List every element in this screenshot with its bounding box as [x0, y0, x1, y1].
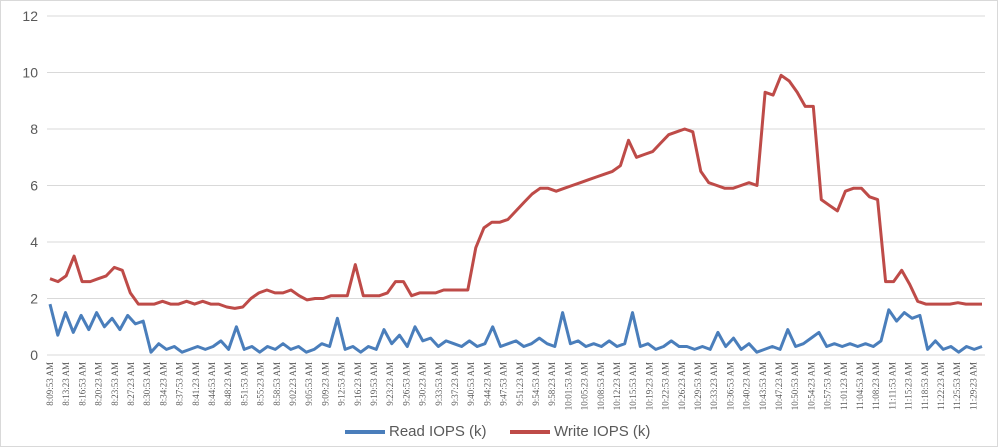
x-tick-label: 8:30:53 AM [142, 362, 152, 406]
x-tick-label: 11:22:23 AM [936, 362, 946, 410]
x-axis-ticks: 8:09:53 AM 8:13:23 AM 8:16:53 AM 8:20:23 AM… [45, 362, 978, 410]
y-tick-label: 0 [30, 347, 38, 363]
series-lines [48, 73, 983, 354]
legend-read-label: Read IOPS (k) [389, 423, 487, 440]
x-tick-label: 9:09:23 AM [320, 362, 330, 406]
legend-write-swatch [510, 429, 550, 434]
x-tick-label: 9:51:23 AM [515, 362, 525, 406]
x-tick-label: 11:04:53 AM [855, 362, 865, 410]
legend-write-label: Write IOPS (k) [554, 423, 651, 440]
x-tick-label: 9:05:53 AM [304, 362, 314, 406]
x-tick-label: 8:16:53 AM [77, 362, 87, 406]
x-tick-label: 10:12:23 AM [612, 362, 622, 410]
x-tick-label: 9:37:23 AM [450, 362, 460, 406]
x-tick-label: 11:11:53 AM [887, 362, 897, 410]
gridlines [47, 15, 985, 356]
x-tick-label: 10:26:23 AM [677, 362, 687, 410]
x-tick-label: 11:25:53 AM [952, 362, 962, 410]
x-tick-label: 9:40:53 AM [466, 362, 476, 406]
x-tick-label: 9:33:53 AM [434, 362, 444, 406]
x-tick-label: 10:29:53 AM [693, 362, 703, 410]
x-tick-label: 10:19:23 AM [644, 362, 654, 410]
x-tick-label: 11:29:23 AM [968, 362, 978, 410]
x-tick-label: 10:54:23 AM [806, 362, 816, 410]
x-tick-label: 9:19:53 AM [369, 362, 379, 406]
x-tick-label: 10:08:53 AM [596, 362, 606, 410]
x-tick-label: 8:58:53 AM [272, 362, 282, 406]
y-tick-label: 4 [30, 234, 38, 250]
x-tick-label: 11:08:23 AM [871, 362, 881, 410]
x-tick-label: 11:18:53 AM [920, 362, 930, 410]
x-tick-label: 10:15:53 AM [628, 362, 638, 410]
x-tick-label: 9:02:23 AM [288, 362, 298, 406]
y-tick-label: 6 [30, 178, 38, 194]
x-tick-label: 8:51:53 AM [239, 362, 249, 406]
x-tick-label: 8:55:23 AM [256, 362, 266, 406]
x-tick-label: 9:30:23 AM [418, 362, 428, 406]
x-tick-label: 8:13:23 AM [61, 362, 71, 406]
x-tick-label: 9:23:23 AM [385, 362, 395, 406]
x-tick-label: 10:01:53 AM [563, 362, 573, 410]
x-tick-label: 9:47:53 AM [499, 362, 509, 406]
x-tick-label: 10:47:23 AM [774, 362, 784, 410]
x-tick-label: 8:27:23 AM [126, 362, 136, 406]
x-tick-label: 10:22:53 AM [661, 362, 671, 410]
legend-read-swatch [345, 429, 385, 434]
y-tick-label: 10 [22, 65, 38, 81]
x-tick-label: 8:44:53 AM [207, 362, 217, 406]
y-tick-label: 2 [30, 291, 38, 307]
x-tick-label: 8:41:23 AM [191, 362, 201, 406]
x-tick-label: 8:48:23 AM [223, 362, 233, 406]
x-tick-label: 10:40:23 AM [742, 362, 752, 410]
legend-item-write: Write IOPS (k) [510, 423, 650, 440]
x-tick-label: 10:33:23 AM [709, 362, 719, 410]
x-tick-label: 10:57:53 AM [823, 362, 833, 410]
x-tick-label: 9:16:23 AM [353, 362, 363, 406]
y-tick-label: 8 [30, 121, 38, 137]
x-tick-label: 8:34:23 AM [158, 362, 168, 406]
x-tick-label: 10:50:53 AM [790, 362, 800, 410]
x-tick-label: 9:58:23 AM [547, 362, 557, 406]
x-tick-label: 8:23:53 AM [110, 362, 120, 406]
x-tick-label: 8:20:23 AM [94, 362, 104, 406]
x-tick-label: 9:54:53 AM [531, 362, 541, 406]
x-tick-label: 8:37:53 AM [175, 362, 185, 406]
x-tick-label: 10:05:23 AM [580, 362, 590, 410]
legend-item-read: Read IOPS (k) [345, 423, 487, 440]
y-tick-label: 12 [22, 8, 38, 24]
write-iops-line [49, 73, 982, 310]
read-iops-line [48, 303, 983, 354]
x-tick-label: 11:15:23 AM [904, 362, 914, 410]
x-tick-label: 9:26:53 AM [401, 362, 411, 406]
x-tick-label: 9:12:53 AM [337, 362, 347, 406]
y-axis-ticks: 0 2 4 6 8 10 12 [22, 8, 38, 363]
x-tick-label: 9:44:23 AM [482, 362, 492, 406]
x-tick-label: 10:43:53 AM [758, 362, 768, 410]
x-tick-label: 11:01:23 AM [839, 362, 849, 410]
x-tick-label: 10:36:53 AM [725, 362, 735, 410]
x-tick-label: 8:09:53 AM [45, 362, 55, 406]
